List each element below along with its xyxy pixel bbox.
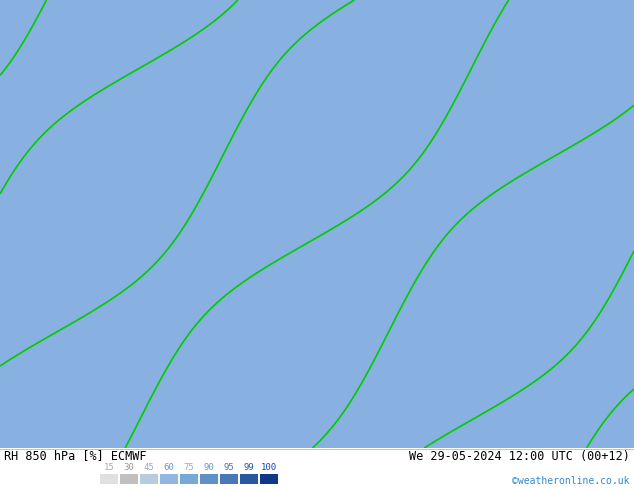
Text: We 29-05-2024 12:00 UTC (00+12): We 29-05-2024 12:00 UTC (00+12) [409, 449, 630, 463]
Text: ©weatheronline.co.uk: ©weatheronline.co.uk [512, 476, 630, 486]
Text: 60: 60 [164, 463, 174, 472]
Text: 45: 45 [144, 463, 154, 472]
Text: 15: 15 [103, 463, 114, 472]
Bar [120, 474, 138, 484]
Bar [220, 474, 238, 484]
Bar [180, 474, 198, 484]
Text: RH 850 hPa [%] ECMWF: RH 850 hPa [%] ECMWF [4, 449, 146, 463]
Bar [200, 474, 218, 484]
Text: 75: 75 [184, 463, 195, 472]
Bar [160, 474, 178, 484]
Bar [140, 474, 158, 484]
Text: 30: 30 [124, 463, 134, 472]
Bar [260, 474, 278, 484]
Bar [100, 474, 118, 484]
Text: 95: 95 [224, 463, 235, 472]
Text: 100: 100 [261, 463, 277, 472]
Text: 99: 99 [243, 463, 254, 472]
Text: 90: 90 [204, 463, 214, 472]
Bar [240, 474, 258, 484]
